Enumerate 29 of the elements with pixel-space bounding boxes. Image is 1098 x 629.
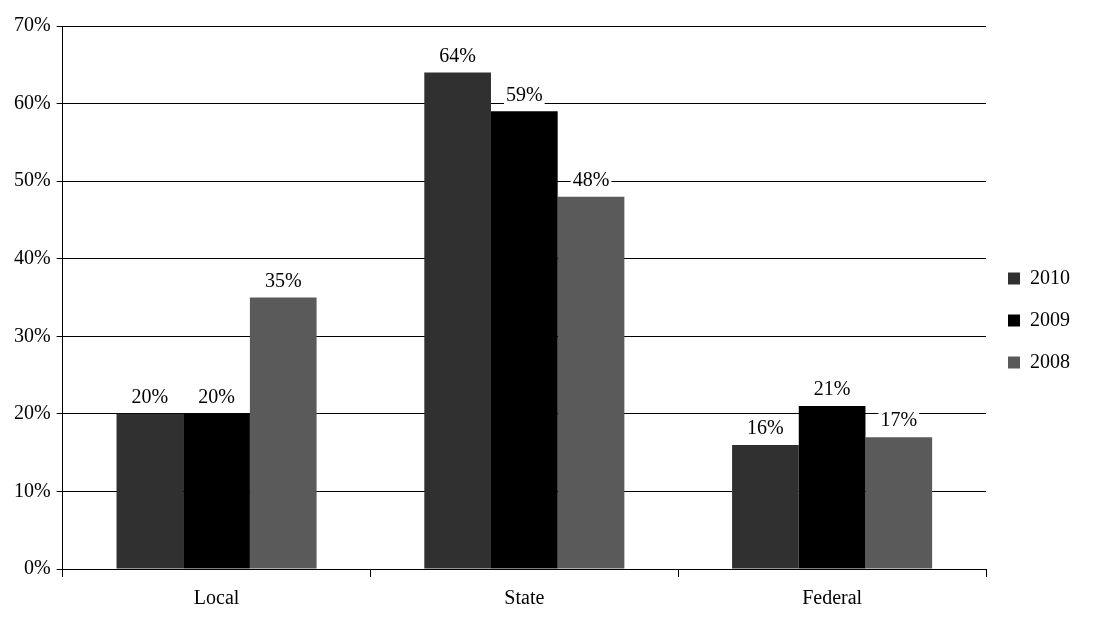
data-label: 64% <box>439 43 476 66</box>
y-tick-label: 40% <box>13 245 51 268</box>
data-label: 20% <box>198 385 235 408</box>
y-tick-label: 60% <box>13 90 51 113</box>
data-label: 48% <box>572 167 610 190</box>
legend-label: 2008 <box>1030 349 1070 372</box>
data-label: 35% <box>264 268 302 291</box>
legend-label: 2009 <box>1030 307 1070 330</box>
y-tick-label: 20% <box>13 401 51 424</box>
y-tick-label: 70% <box>13 13 51 36</box>
x-tick-label: Federal <box>802 586 863 609</box>
x-tick-label: Local <box>193 586 240 609</box>
x-tick-label: State <box>504 586 545 609</box>
data-label: 59% <box>505 82 543 105</box>
y-tick-label: 50% <box>13 168 51 191</box>
bar <box>557 196 625 569</box>
data-label: 20% <box>131 385 169 408</box>
bar <box>424 72 491 569</box>
legend-label: 2010 <box>1030 265 1070 288</box>
y-tick-label: 30% <box>13 323 51 346</box>
bar <box>116 413 184 569</box>
bar <box>732 444 799 569</box>
y-tick-label: 0% <box>23 556 51 579</box>
data-label: 16% <box>747 416 784 439</box>
y-tick-label: 10% <box>13 478 51 501</box>
bar <box>249 297 317 569</box>
data-label: 21% <box>813 377 851 400</box>
data-label: 17% <box>880 408 918 431</box>
bar <box>865 437 933 569</box>
